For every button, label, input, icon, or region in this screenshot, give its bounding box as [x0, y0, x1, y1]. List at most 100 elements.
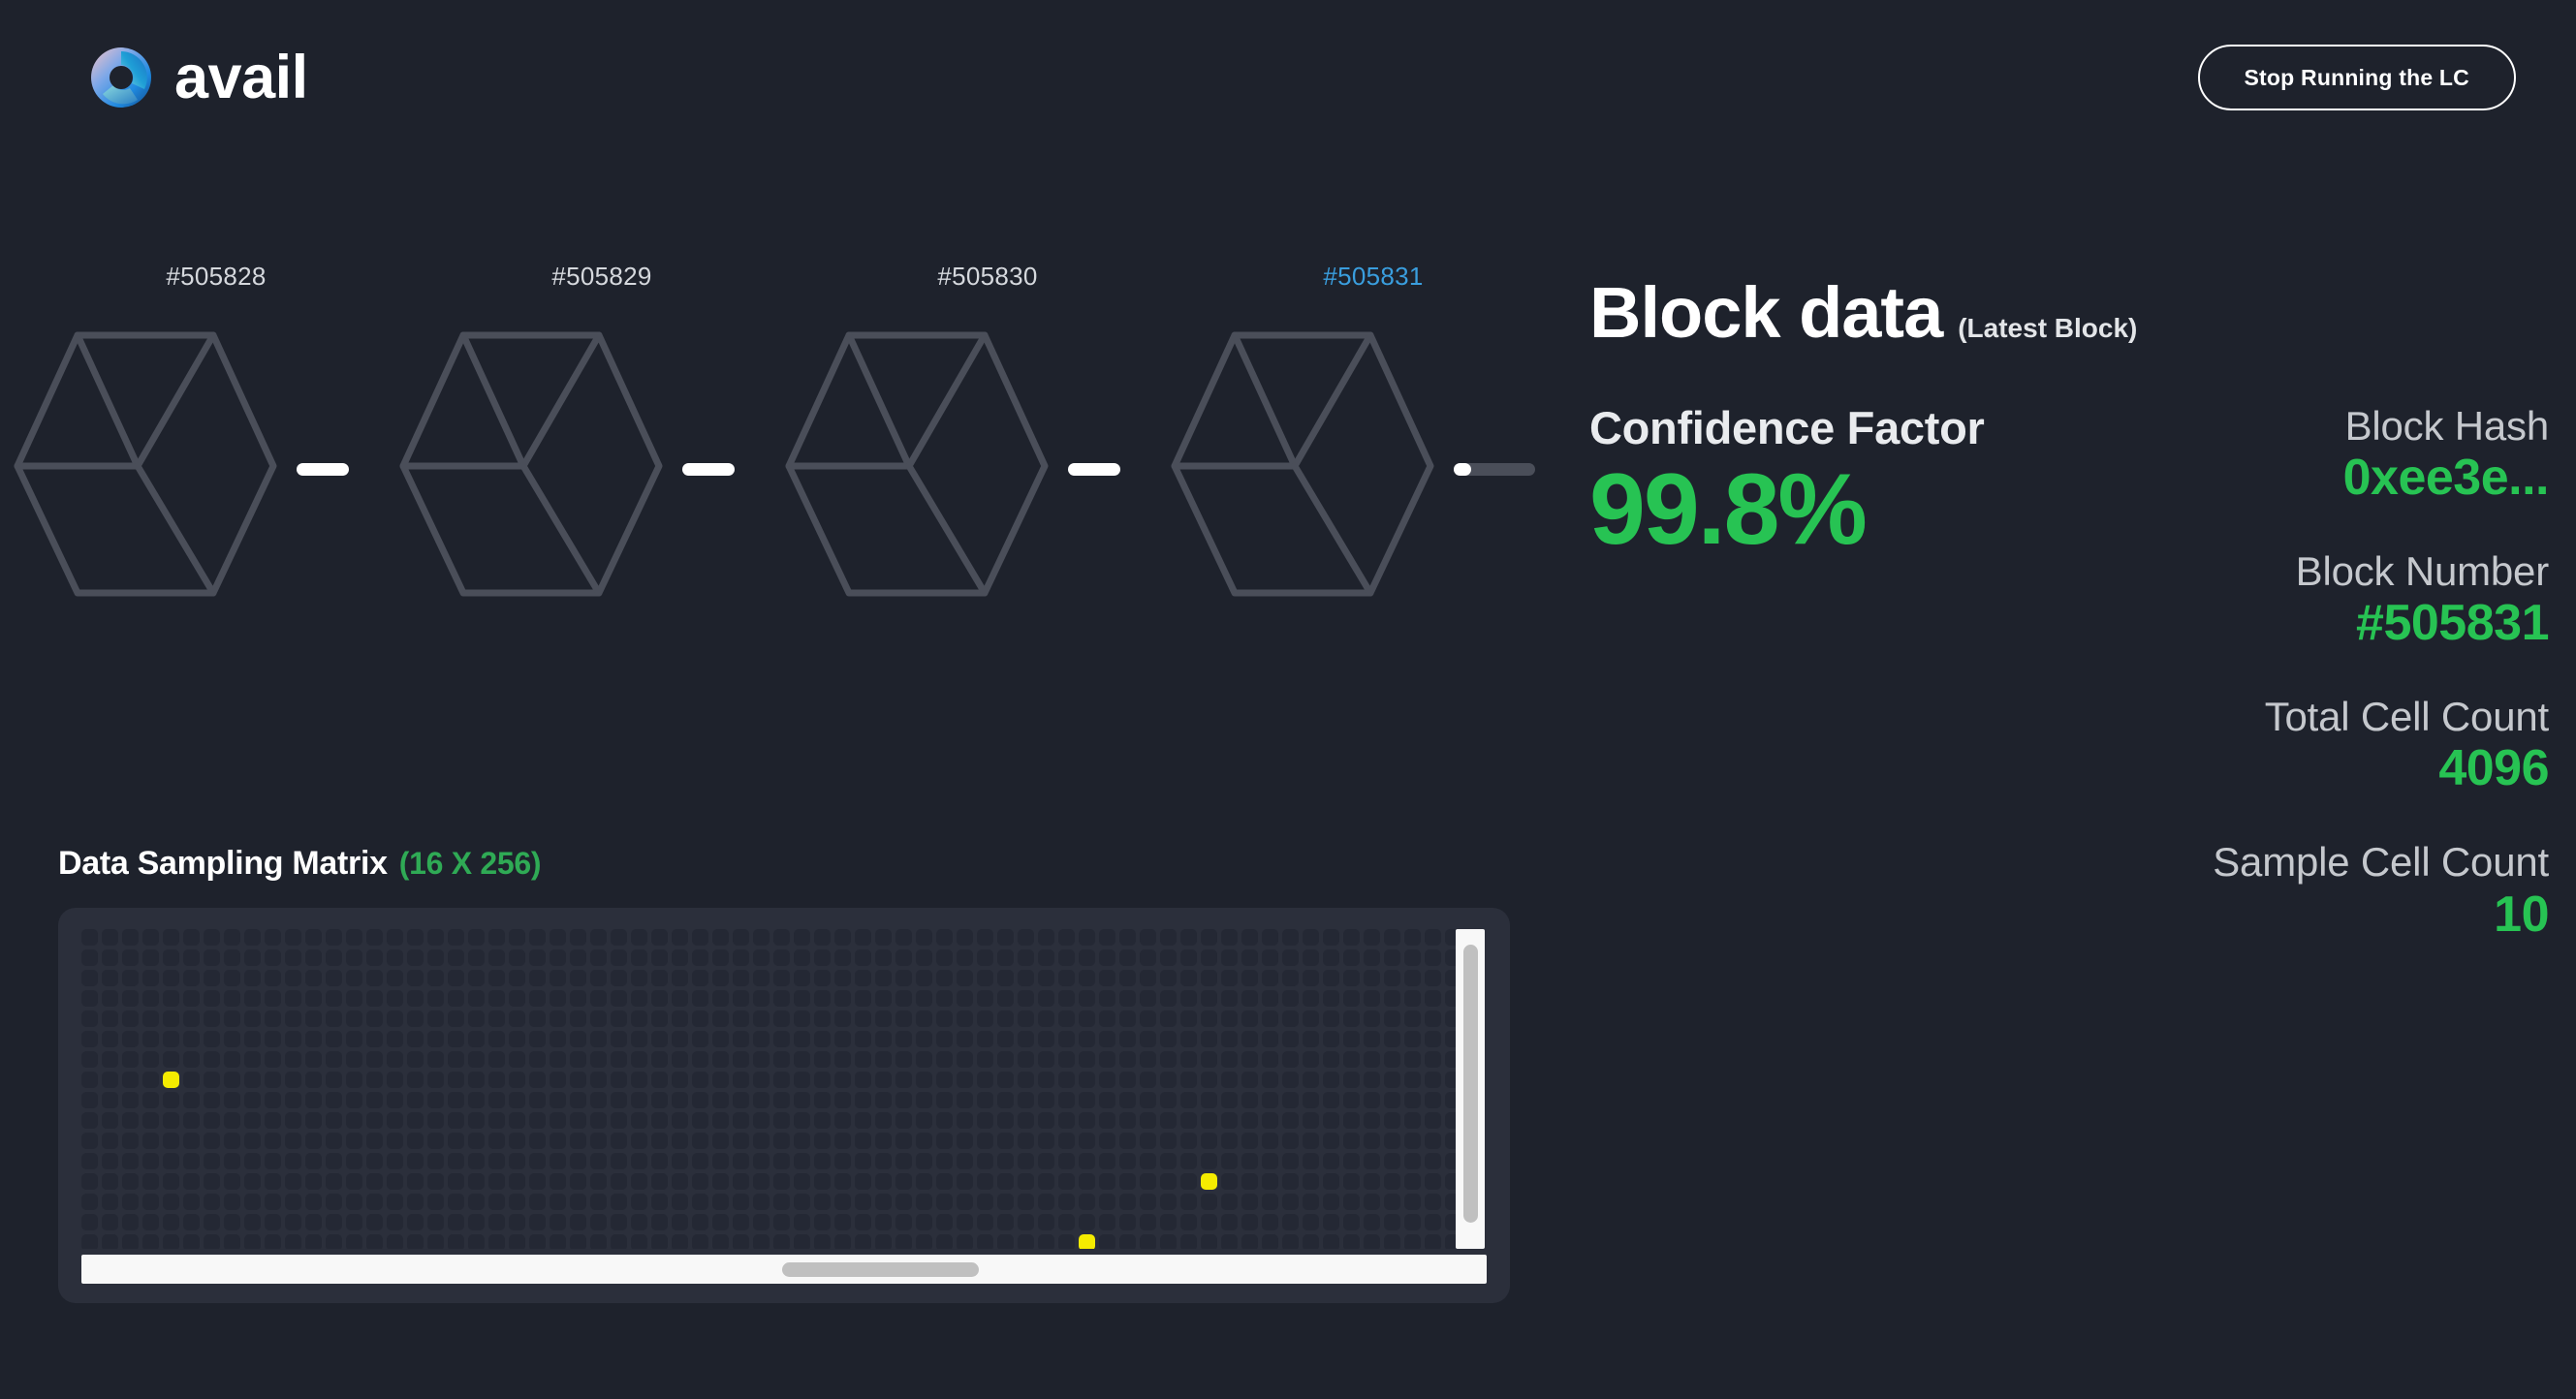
- matrix-cell[interactable]: [1119, 1234, 1136, 1249]
- matrix-cell[interactable]: [895, 1051, 912, 1068]
- matrix-cell[interactable]: [1058, 1133, 1075, 1149]
- matrix-cell[interactable]: [305, 1092, 322, 1108]
- matrix-cell[interactable]: [936, 990, 953, 1007]
- matrix-cell[interactable]: [692, 1010, 708, 1027]
- matrix-cell[interactable]: [916, 929, 932, 946]
- matrix-cell[interactable]: [1221, 1214, 1238, 1230]
- matrix-cell[interactable]: [794, 1194, 810, 1210]
- matrix-cell[interactable]: [936, 1194, 953, 1210]
- matrix-cell[interactable]: [977, 1173, 993, 1190]
- matrix-cell[interactable]: [692, 1051, 708, 1068]
- matrix-cell[interactable]: [183, 1010, 200, 1027]
- matrix-cell[interactable]: [1241, 990, 1258, 1007]
- matrix-cell[interactable]: [916, 1031, 932, 1047]
- matrix-cell[interactable]: [387, 990, 403, 1007]
- matrix-cell[interactable]: [855, 1112, 871, 1129]
- matrix-cell[interactable]: [1221, 1153, 1238, 1169]
- matrix-cell[interactable]: [1323, 1153, 1339, 1169]
- matrix-cell[interactable]: [916, 990, 932, 1007]
- matrix-cell[interactable]: [387, 970, 403, 986]
- matrix-cell[interactable]: [733, 1031, 749, 1047]
- matrix-cell[interactable]: [163, 929, 179, 946]
- matrix-cell[interactable]: [1018, 1234, 1034, 1249]
- matrix-cell[interactable]: [1038, 970, 1054, 986]
- matrix-cell[interactable]: [1201, 1092, 1217, 1108]
- matrix-cell[interactable]: [407, 1031, 424, 1047]
- matrix-cell[interactable]: [1241, 929, 1258, 946]
- matrix-cell[interactable]: [651, 1153, 668, 1169]
- matrix-cell[interactable]: [265, 1173, 281, 1190]
- matrix-cell[interactable]: [244, 1051, 261, 1068]
- matrix-cell[interactable]: [550, 1173, 566, 1190]
- matrix-cell[interactable]: [305, 1051, 322, 1068]
- matrix-cell[interactable]: [590, 1051, 607, 1068]
- matrix-cell[interactable]: [1323, 970, 1339, 986]
- matrix-cell[interactable]: [244, 990, 261, 1007]
- matrix-cell[interactable]: [631, 1214, 647, 1230]
- matrix-cell[interactable]: [794, 1153, 810, 1169]
- matrix-cell[interactable]: [81, 1214, 98, 1230]
- matrix-cell[interactable]: [916, 1234, 932, 1249]
- matrix-cell[interactable]: [122, 1153, 139, 1169]
- matrix-cell[interactable]: [997, 1072, 1014, 1088]
- matrix-cell[interactable]: [305, 1072, 322, 1088]
- matrix-cell[interactable]: [895, 1214, 912, 1230]
- matrix-cell[interactable]: [1079, 1010, 1095, 1027]
- matrix-cell[interactable]: [468, 1214, 485, 1230]
- matrix-cell[interactable]: [142, 1194, 159, 1210]
- matrix-cell[interactable]: [631, 990, 647, 1007]
- matrix-cell[interactable]: [611, 990, 627, 1007]
- matrix-cell[interactable]: [1425, 1072, 1441, 1088]
- matrix-cell[interactable]: [387, 949, 403, 966]
- matrix-cell[interactable]: [1119, 1112, 1136, 1129]
- matrix-cell[interactable]: [753, 1112, 770, 1129]
- matrix-cell[interactable]: [834, 1133, 851, 1149]
- matrix-cell[interactable]: [1303, 1214, 1319, 1230]
- matrix-cell[interactable]: [122, 1031, 139, 1047]
- matrix-cell[interactable]: [1018, 1072, 1034, 1088]
- matrix-cell[interactable]: [977, 1214, 993, 1230]
- matrix-cell[interactable]: [1404, 1112, 1421, 1129]
- matrix-cell[interactable]: [712, 1153, 729, 1169]
- matrix-cell[interactable]: [773, 990, 790, 1007]
- matrix-cell[interactable]: [916, 1010, 932, 1027]
- matrix-cell[interactable]: [407, 1072, 424, 1088]
- matrix-cell[interactable]: [488, 1092, 505, 1108]
- matrix-cell[interactable]: [407, 1112, 424, 1129]
- matrix-cell[interactable]: [427, 1031, 444, 1047]
- matrix-cell[interactable]: [346, 1010, 362, 1027]
- matrix-cell[interactable]: [1404, 1072, 1421, 1088]
- matrix-cell[interactable]: [590, 1031, 607, 1047]
- matrix-cell[interactable]: [305, 1133, 322, 1149]
- matrix-cell[interactable]: [794, 1051, 810, 1068]
- matrix-cell[interactable]: [1180, 929, 1197, 946]
- matrix-cell[interactable]: [1303, 1133, 1319, 1149]
- matrix-cell[interactable]: [122, 1133, 139, 1149]
- brand[interactable]: avail: [89, 46, 308, 109]
- matrix-cell[interactable]: [957, 1112, 973, 1129]
- matrix-cell[interactable]: [1099, 1072, 1115, 1088]
- matrix-cell[interactable]: [326, 949, 342, 966]
- matrix-cell[interactable]: [875, 970, 892, 986]
- matrix-cell[interactable]: [1241, 1234, 1258, 1249]
- matrix-cell[interactable]: [834, 1010, 851, 1027]
- matrix-cell[interactable]: [814, 1031, 831, 1047]
- matrix-cell[interactable]: [488, 1153, 505, 1169]
- matrix-cell[interactable]: [794, 1214, 810, 1230]
- matrix-cell[interactable]: [1364, 929, 1380, 946]
- matrix-cell[interactable]: [1180, 1031, 1197, 1047]
- matrix-cell[interactable]: [753, 1092, 770, 1108]
- matrix-cell[interactable]: [1058, 1194, 1075, 1210]
- matrix-cell[interactable]: [366, 1173, 383, 1190]
- matrix-cell[interactable]: [651, 1051, 668, 1068]
- matrix-cell[interactable]: [936, 1112, 953, 1129]
- matrix-cell[interactable]: [712, 1072, 729, 1088]
- matrix-cell[interactable]: [590, 1194, 607, 1210]
- matrix-cell[interactable]: [611, 1234, 627, 1249]
- matrix-cell[interactable]: [875, 990, 892, 1007]
- matrix-cell[interactable]: [1262, 1051, 1278, 1068]
- matrix-cell[interactable]: [1160, 1214, 1177, 1230]
- matrix-cell[interactable]: [1425, 1051, 1441, 1068]
- matrix-cell[interactable]: [183, 1234, 200, 1249]
- matrix-cell[interactable]: [1425, 1112, 1441, 1129]
